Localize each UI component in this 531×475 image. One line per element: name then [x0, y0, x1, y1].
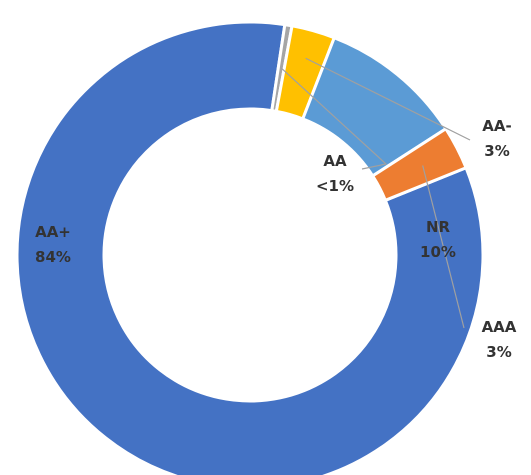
label-aaa-category: AAA [482, 318, 517, 336]
label-aa-minus-percent: 3% [484, 142, 509, 160]
leader-line-aa [280, 67, 388, 170]
label-aa-plus-category: AA+ [35, 223, 71, 241]
leader-line-aaa [422, 165, 465, 329]
leader-line-group [280, 57, 471, 329]
label-nr-category: NR [426, 218, 451, 236]
slice-aaa [371, 127, 468, 202]
slice-group [15, 20, 485, 475]
label-aa-category: AA [323, 152, 347, 170]
label-aaa-percent: 3% [486, 343, 511, 361]
label-aa-percent: <1% [316, 177, 354, 195]
label-nr-percent: 10% [420, 243, 456, 261]
leader-line-aa-minus [305, 57, 471, 141]
label-aa-minus-category: AA- [482, 117, 511, 135]
label-aa-plus-percent: 84% [35, 248, 71, 266]
slice-aa-plus [15, 20, 485, 475]
